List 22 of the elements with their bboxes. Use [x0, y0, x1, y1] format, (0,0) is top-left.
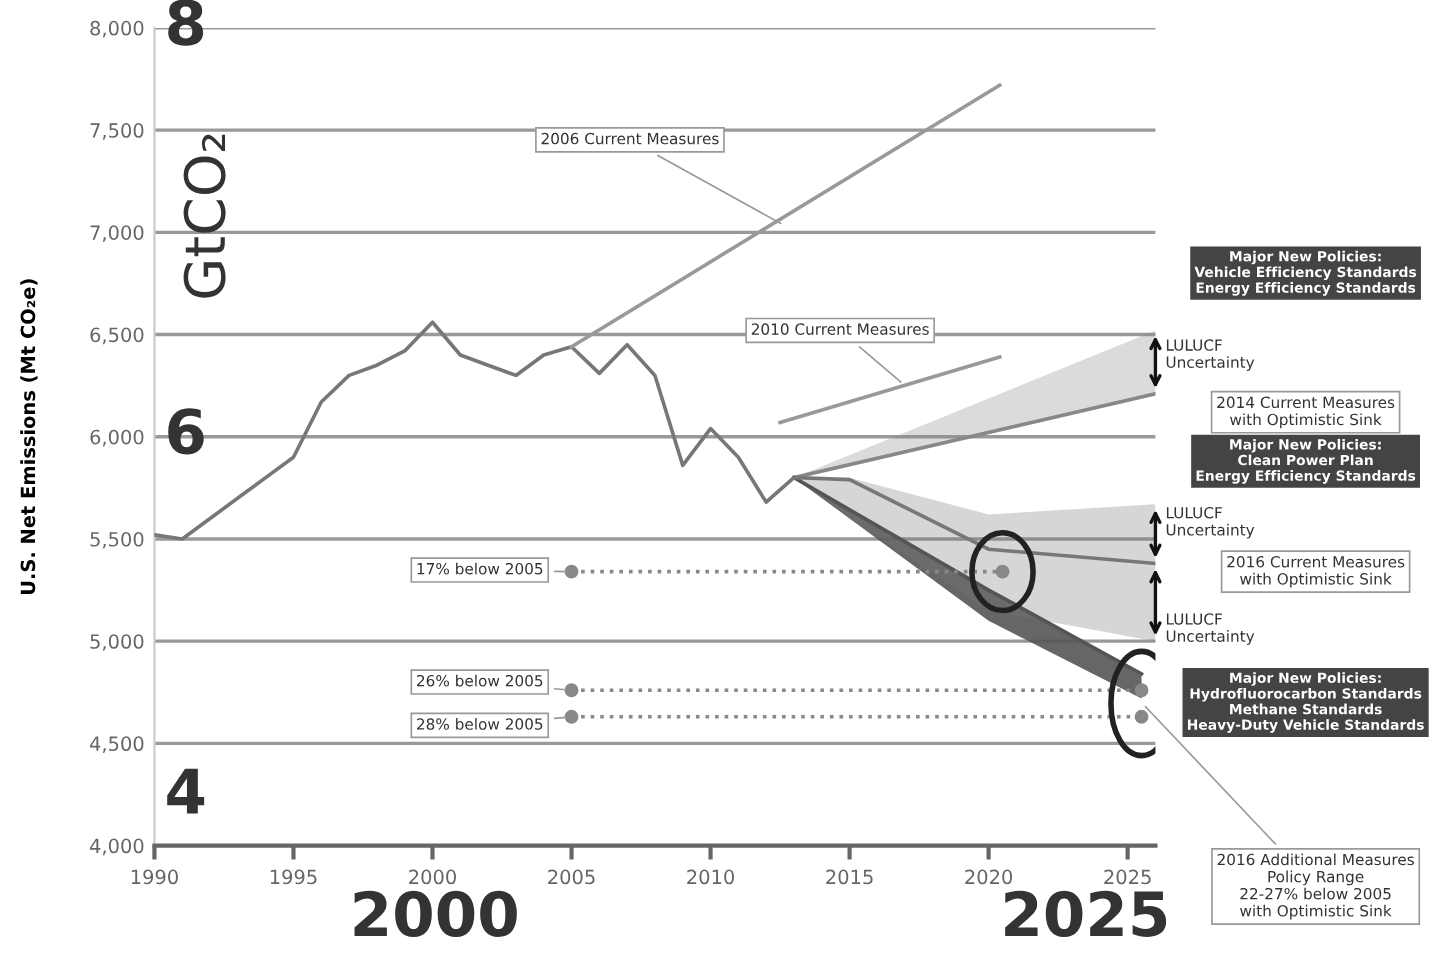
y-tick-label: 7,500: [90, 123, 144, 140]
annotation: 8: [168, 0, 204, 46]
y-tick-label: 6,500: [90, 327, 144, 345]
x-tick-label: 2025: [1104, 869, 1151, 885]
y-tick-label: 7,000: [90, 225, 144, 242]
y-tick-label: 5,000: [90, 634, 144, 651]
y-tick-label: 4,500: [90, 736, 144, 754]
x-tick-label: 2010: [687, 869, 734, 885]
x-tick-label: 1995: [270, 869, 317, 885]
x-tick-label: 2015: [826, 869, 873, 885]
annotation: GtCO₂: [183, 134, 226, 298]
y-tick-label: 4,000: [90, 838, 144, 856]
y-tick-label: 5,500: [90, 531, 144, 549]
x-tick-label: 2000: [409, 869, 456, 885]
x-tick-label: 2020: [965, 869, 1013, 885]
y-tick-label: 6,000: [90, 429, 144, 447]
y-tick-label: 8,000: [90, 20, 144, 38]
annotation: 4: [167, 768, 205, 814]
annotation: 6: [168, 408, 204, 455]
y-axis-title: U.S. Net Emissions (Mt CO₂e): [20, 279, 38, 595]
x-tick-label: 2005: [548, 869, 595, 885]
x-tick-label: 1990: [131, 869, 178, 885]
